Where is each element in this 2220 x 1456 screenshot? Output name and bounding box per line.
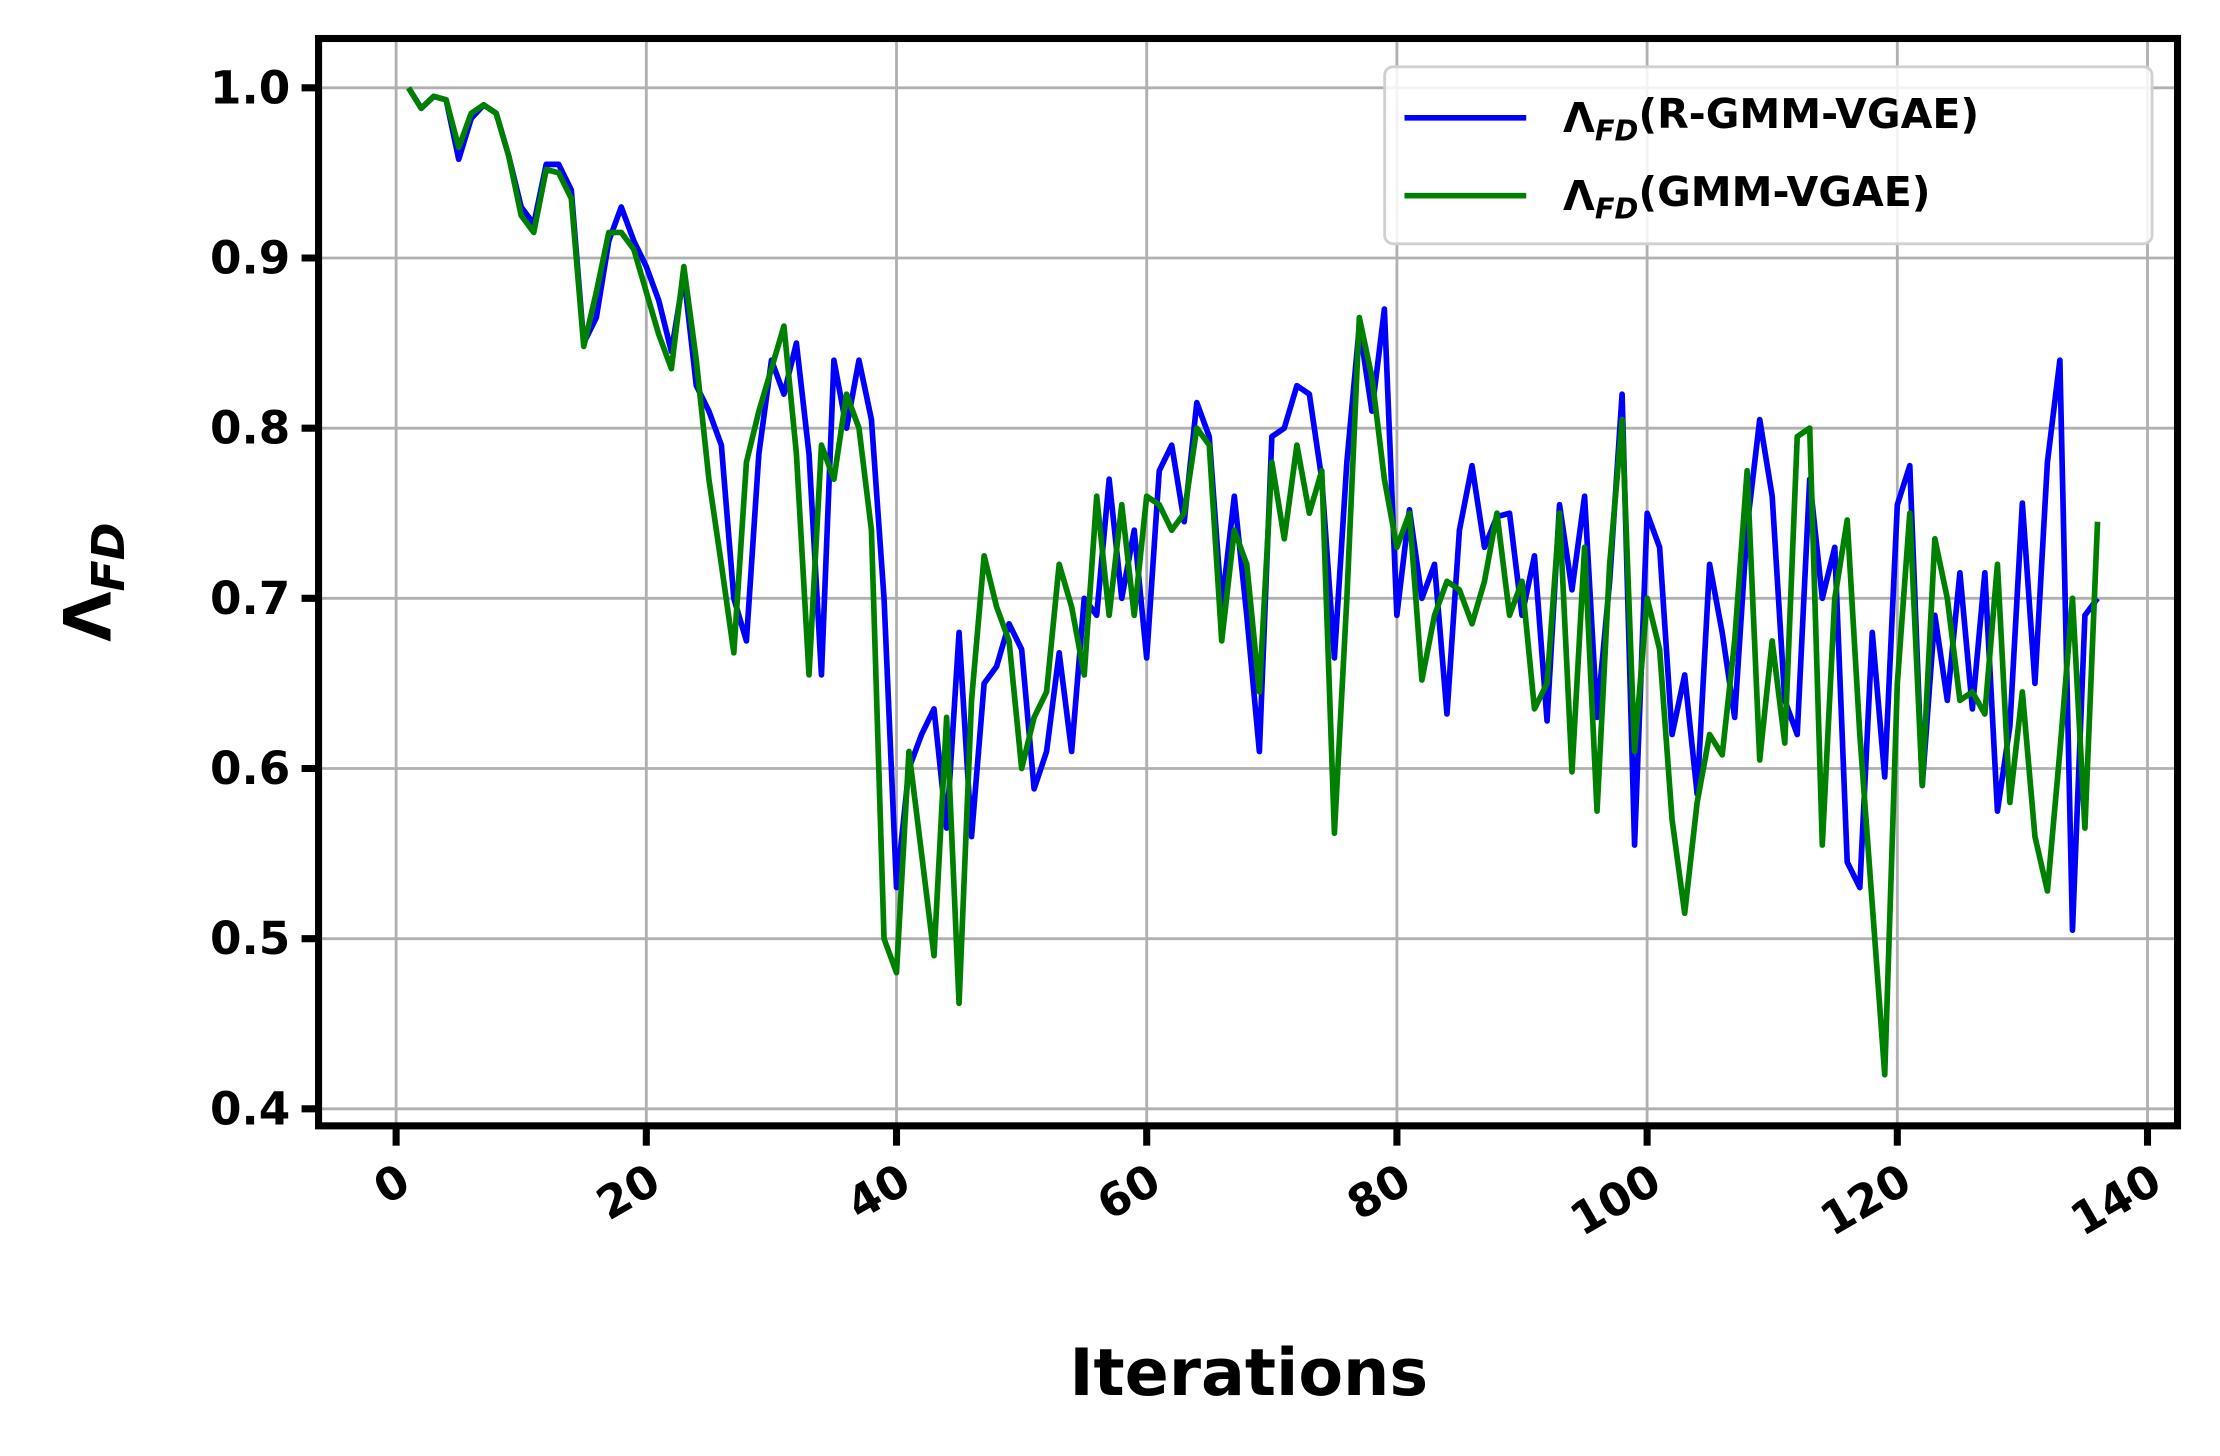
- y-tick-label: 0.8: [210, 402, 290, 455]
- x-tick-label: 60: [1088, 1153, 1169, 1230]
- y-tick-label: 0.9: [210, 232, 290, 285]
- y-tick-label: 1.0: [210, 61, 290, 114]
- y-tick-label: 0.6: [210, 742, 290, 795]
- x-tick-label: 80: [1338, 1153, 1419, 1230]
- x-tick-label: 0: [365, 1153, 419, 1215]
- series-line: [406, 86, 2101, 1078]
- y-tick-label: 0.5: [210, 912, 290, 965]
- x-tick-label: 20: [588, 1153, 669, 1230]
- y-tick-label: 0.4: [210, 1082, 290, 1135]
- y-axis-label-group: ΛFD: [51, 522, 135, 641]
- x-tick-label: 140: [2062, 1153, 2170, 1246]
- y-axis-label: ΛFD: [51, 522, 135, 641]
- x-tick-label: 100: [1561, 1153, 1669, 1246]
- x-axis-label: Iterations: [1069, 1336, 1428, 1411]
- x-tick-label: 120: [1811, 1153, 1919, 1246]
- y-tick-label: 0.7: [210, 572, 290, 625]
- plot-frame: [315, 34, 2182, 1130]
- legend-label: ΛFD(GMM-VGAE): [1563, 168, 1930, 225]
- legend-box: [1383, 65, 2154, 246]
- legend-label: ΛFD(R-GMM-VGAE): [1563, 90, 1979, 147]
- x-tick-label: 40: [838, 1153, 919, 1230]
